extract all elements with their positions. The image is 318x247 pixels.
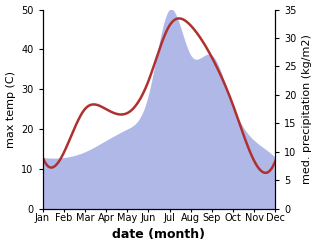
Y-axis label: max temp (C): max temp (C)	[5, 71, 16, 148]
X-axis label: date (month): date (month)	[113, 228, 205, 242]
Y-axis label: med. precipitation (kg/m2): med. precipitation (kg/m2)	[302, 34, 313, 184]
